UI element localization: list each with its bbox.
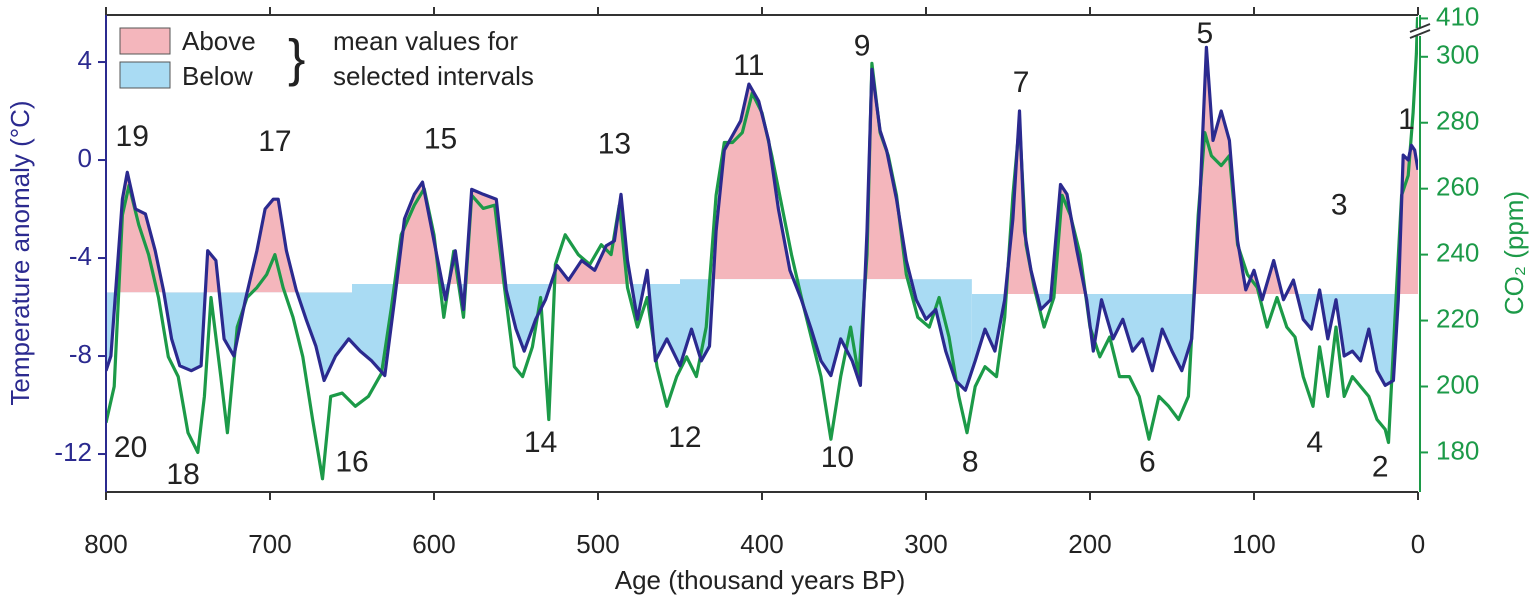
legend-note: selected intervals	[333, 61, 534, 91]
stage-label: 15	[424, 122, 457, 155]
stage-label: 12	[668, 421, 701, 454]
y2-tick-label: 240	[1436, 237, 1479, 267]
x-tick-label: 400	[740, 529, 783, 559]
y2-tick-label: 260	[1436, 172, 1479, 202]
legend-label: Below	[182, 61, 253, 91]
below-fill	[106, 292, 352, 381]
stage-label: 14	[524, 426, 557, 459]
stage-label: 4	[1306, 426, 1323, 459]
x-tick-label: 800	[84, 529, 127, 559]
below-fill	[680, 279, 972, 391]
stage-label: 18	[166, 458, 199, 491]
legend: Above Below } mean values for selected i…	[119, 26, 534, 91]
stage-label: 10	[821, 441, 854, 474]
y-axis-title: Temperature anomaly (°C)	[5, 100, 35, 405]
axis-break	[1409, 29, 1431, 39]
above-fill	[106, 172, 352, 293]
y-tick-label: 0	[78, 143, 92, 173]
stage-label: 8	[962, 446, 979, 479]
axes: 800 700 600 500 400 300 200 100 0 4 0 -4 -8 -12 180 200…	[54, 1, 1479, 559]
y2-tick-label: 410	[1436, 1, 1479, 31]
x-tick-label: 0	[1411, 529, 1425, 559]
stage-label: 13	[598, 127, 631, 160]
y2-tick-label: 220	[1436, 303, 1479, 333]
y2-axis-title: CO₂ (ppm)	[1499, 191, 1529, 315]
y-tick-label: -12	[54, 437, 92, 467]
stage-label: 2	[1372, 451, 1389, 484]
stage-label: 5	[1196, 17, 1213, 50]
y2-tick-label: 300	[1436, 40, 1479, 70]
y-tick-label: -8	[69, 339, 92, 369]
axis-break-gap	[1412, 28, 1428, 36]
stage-label: 20	[114, 431, 147, 464]
x-tick-label: 500	[576, 529, 619, 559]
stage-label: 19	[116, 120, 149, 153]
line-layer	[106, 16, 1418, 481]
stage-label: 11	[733, 49, 764, 82]
stage-label: 17	[258, 125, 291, 158]
x-tick-label: 300	[904, 529, 947, 559]
legend-note: mean values for	[333, 26, 518, 56]
x-tick-label: 600	[412, 529, 455, 559]
y-tick-label: -4	[69, 241, 92, 271]
above-fill	[971, 47, 1418, 295]
stage-label: 7	[1013, 66, 1030, 99]
x-tick-label: 700	[248, 529, 291, 559]
legend-label: Above	[182, 26, 256, 56]
stage-label: 16	[335, 446, 368, 479]
legend-swatch	[119, 27, 171, 55]
stage-label: 1	[1398, 103, 1415, 136]
stage-label: 9	[854, 29, 871, 62]
x-tick-label: 200	[1068, 529, 1111, 559]
fill-layer	[106, 47, 1418, 391]
legend-swatch	[119, 61, 171, 89]
y2-tick-label: 280	[1436, 106, 1479, 136]
legend-brace: }	[288, 30, 305, 88]
y-tick-label: 4	[78, 45, 92, 75]
y2-tick-label: 200	[1436, 369, 1479, 399]
axis-break	[1409, 23, 1431, 33]
x-axis-title: Age (thousand years BP)	[615, 565, 906, 595]
series-line	[106, 45, 1418, 392]
x-tick-label: 100	[1232, 529, 1275, 559]
y2-tick-label: 180	[1436, 435, 1479, 465]
below-fill	[971, 294, 1399, 386]
stage-label: 3	[1331, 189, 1348, 222]
stage-label: 6	[1139, 446, 1156, 479]
